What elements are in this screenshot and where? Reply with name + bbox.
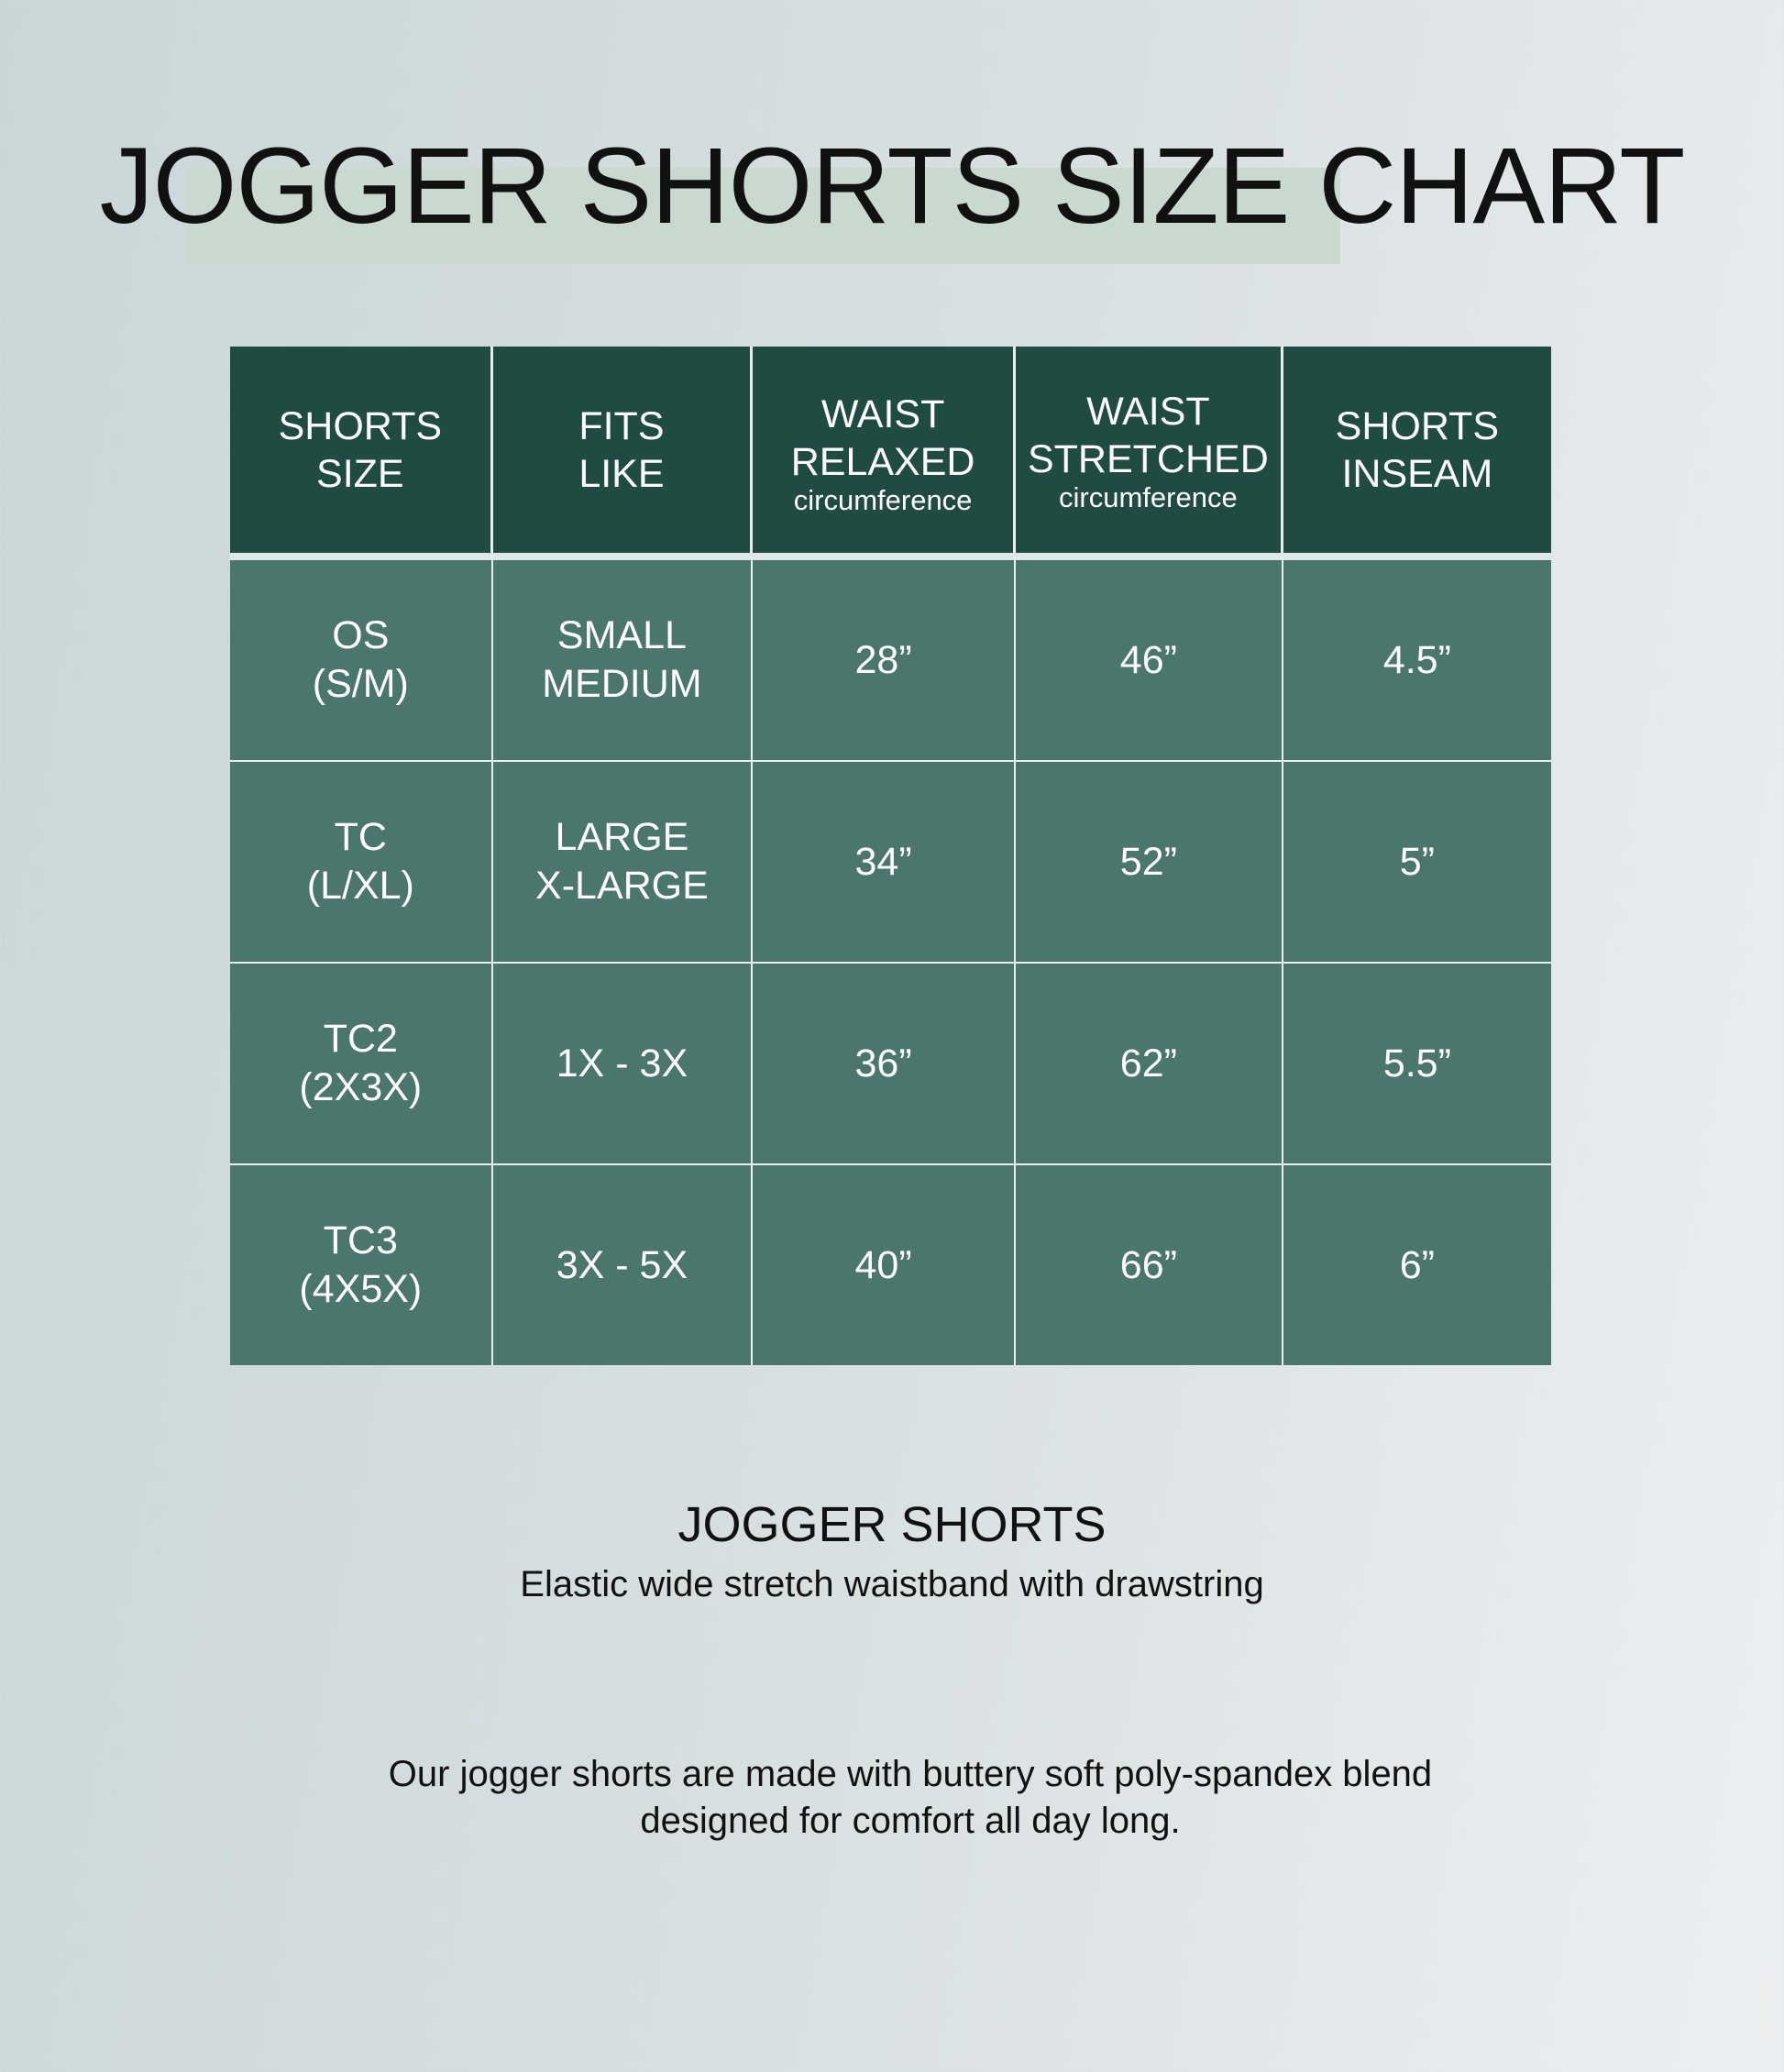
cell-line: SMALL <box>556 613 687 657</box>
header-line: STRETCHED <box>1027 436 1269 481</box>
cell-waist-stretched: 52” <box>1016 760 1283 962</box>
size-chart-table: SHORTS SIZE FITS LIKE WAIST RELAXED circumfe… <box>230 347 1551 1365</box>
cell-size: TC (L/XL) <box>230 760 493 962</box>
header-line: RELAXED <box>790 440 975 484</box>
header-shorts-inseam: SHORTS INSEAM <box>1283 347 1551 553</box>
product-name: JOGGER SHORTS <box>677 1497 1107 1552</box>
cell-size: OS (S/M) <box>230 553 493 760</box>
header-line: LIKE <box>578 451 665 496</box>
cell-line: (L/XL) <box>306 864 414 908</box>
table-row: OS (S/M) SMALL MEDIUM 28” 46” 4.5” <box>230 553 1551 760</box>
cell-line: (S/M) <box>312 662 409 706</box>
cell-line: TC3 <box>323 1218 398 1262</box>
product-subtitle: Elastic wide stretch waistband with draw… <box>520 1564 1264 1604</box>
header-line: WAIST <box>820 392 945 436</box>
cell-waist-stretched: 66” <box>1016 1163 1283 1365</box>
description-line: Our jogger shorts are made with buttery … <box>388 1754 1433 1794</box>
table-row: TC (L/XL) LARGE X-LARGE 34” 52” 5” <box>230 760 1551 962</box>
table-row: TC2 (2X3X) 1X - 3X 36” 62” 5.5” <box>230 962 1551 1163</box>
cell-size: TC2 (2X3X) <box>230 962 493 1163</box>
cell-size: TC3 (4X5X) <box>230 1163 493 1365</box>
header-waist-relaxed: WAIST RELAXED circumference <box>753 347 1016 553</box>
cell-line: OS <box>332 613 390 657</box>
description-line: designed for comfort all day long. <box>640 1801 1181 1841</box>
table-row: TC3 (4X5X) 3X - 5X 40” 66” 6” <box>230 1163 1551 1365</box>
product-description: Our jogger shorts are made with buttery … <box>0 1751 1784 1845</box>
cell-line: TC2 <box>323 1017 398 1061</box>
cell-line: MEDIUM <box>542 662 702 706</box>
cell-waist-stretched: 46” <box>1016 553 1283 760</box>
page-title: JOGGER SHORTS SIZE CHART <box>99 126 1686 247</box>
title-highlight <box>188 168 1340 264</box>
cell-inseam: 5.5” <box>1283 962 1551 1163</box>
cell-line: TC <box>334 815 387 859</box>
cell-line: 3X - 5X <box>556 1242 688 1287</box>
cell-line: 1X - 3X <box>556 1041 688 1086</box>
header-sub: circumference <box>1059 480 1238 513</box>
header-line: FITS <box>578 403 665 448</box>
cell-line: X-LARGE <box>535 864 709 908</box>
cell-line: LARGE <box>555 815 689 859</box>
cell-fits-like: LARGE X-LARGE <box>492 760 754 962</box>
header-fits-like: FITS LIKE <box>492 347 754 553</box>
cell-waist-stretched: 62” <box>1016 962 1283 1163</box>
header-sub: circumference <box>793 484 973 516</box>
header-shorts-size: SHORTS SIZE <box>230 347 493 553</box>
cell-line: (2X3X) <box>299 1065 423 1109</box>
cell-waist-relaxed: 36” <box>753 962 1016 1163</box>
cell-fits-like: SMALL MEDIUM <box>492 553 754 760</box>
header-waist-stretched: WAIST STRETCHED circumference <box>1016 347 1283 553</box>
cell-line: (4X5X) <box>299 1267 423 1311</box>
cell-fits-like: 1X - 3X <box>492 962 754 1163</box>
cell-inseam: 5” <box>1283 760 1551 962</box>
header-row: SHORTS SIZE FITS LIKE WAIST RELAXED circumfe… <box>230 347 1551 553</box>
cell-inseam: 6” <box>1283 1163 1551 1365</box>
header-line: INSEAM <box>1341 451 1493 496</box>
cell-inseam: 4.5” <box>1283 553 1551 760</box>
cell-waist-relaxed: 40” <box>753 1163 1016 1365</box>
cell-waist-relaxed: 28” <box>753 553 1016 760</box>
header-line: SIZE <box>316 451 404 496</box>
header-line: SHORTS <box>1335 403 1500 448</box>
header-line: WAIST <box>1086 389 1210 434</box>
cell-fits-like: 3X - 5X <box>492 1163 754 1365</box>
cell-waist-relaxed: 34” <box>753 760 1016 962</box>
header-line: SHORTS <box>278 403 443 448</box>
